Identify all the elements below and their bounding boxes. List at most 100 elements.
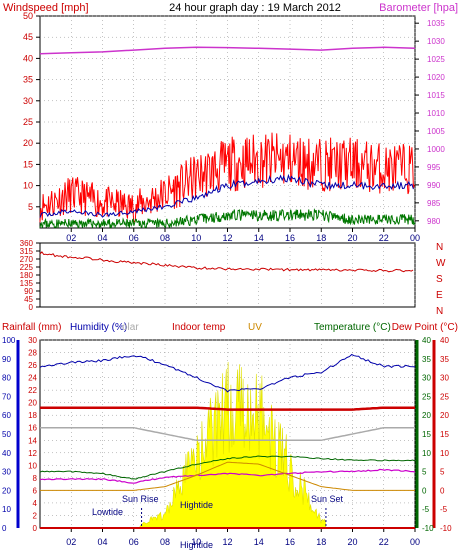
rain-tick-label: 90 bbox=[2, 355, 11, 364]
y2-tick-label: 990 bbox=[427, 181, 441, 190]
dewpoint-tick-label: 25 bbox=[440, 392, 449, 401]
y2-tick-label: 1010 bbox=[427, 109, 445, 118]
humidity-tick-label: 10 bbox=[28, 461, 37, 470]
dewpoint-tick-label: 10 bbox=[440, 449, 449, 458]
y2-tick-label: 1035 bbox=[427, 19, 445, 28]
dewpoint-label: Dew Point (°C) bbox=[392, 322, 458, 333]
y-tick-label: 45 bbox=[23, 32, 33, 42]
direction-tick-label: 135 bbox=[20, 279, 34, 288]
x-tick-label: 12 bbox=[222, 233, 232, 243]
humidity-tick-label: 28 bbox=[28, 349, 37, 358]
solar-label: olar bbox=[122, 322, 139, 333]
direction-tick-label: 360 bbox=[20, 239, 34, 248]
y-tick-label: 25 bbox=[23, 117, 33, 127]
dewpoint-tick-label: -10 bbox=[440, 524, 452, 533]
x-tick-label: 16 bbox=[285, 233, 295, 243]
temperature-tick-label: 10 bbox=[422, 449, 431, 458]
hightide-label: Hightide bbox=[180, 500, 213, 510]
x-tick-label: 18 bbox=[316, 537, 326, 547]
uv-line bbox=[40, 461, 415, 491]
x-tick-label: 04 bbox=[97, 537, 107, 547]
y-tick-label: 5 bbox=[28, 202, 33, 212]
temperature-line bbox=[39, 455, 416, 480]
dewpoint-tick-label: 20 bbox=[440, 411, 449, 420]
dewpoint-line bbox=[39, 468, 416, 484]
y2-tick-label: 995 bbox=[427, 163, 441, 172]
temperature-tick-label: 35 bbox=[422, 355, 431, 364]
x-tick-label: 02 bbox=[66, 233, 76, 243]
humidity-label: Humidity (%) bbox=[70, 322, 127, 333]
x-tick-label: 06 bbox=[129, 233, 139, 243]
x-tick-label: 12 bbox=[222, 537, 232, 547]
rain-tick-label: 70 bbox=[2, 392, 11, 401]
rain-tick-label: 40 bbox=[2, 449, 11, 458]
x-tick-label: 10 bbox=[191, 233, 201, 243]
y2-tick-label: 1005 bbox=[427, 127, 445, 136]
y2-tick-label: 1000 bbox=[427, 145, 445, 154]
indoor-temp-line bbox=[40, 406, 415, 411]
windspeed-label: Windspeed [mph] bbox=[3, 2, 89, 14]
dewpoint-tick-label: 30 bbox=[440, 374, 449, 383]
dewpoint-tick-label: 40 bbox=[440, 336, 449, 345]
indoor-temp-label: Indoor temp bbox=[172, 322, 226, 333]
direction-tick-label: 270 bbox=[20, 255, 34, 264]
temperature-label: Temperature (°C) bbox=[314, 322, 391, 333]
x-tick-label: 00 bbox=[410, 537, 420, 547]
humidity-tick-label: 22 bbox=[28, 386, 37, 395]
humidity-tick-label: 14 bbox=[28, 436, 37, 445]
x-tick-label: 10 bbox=[191, 537, 201, 547]
x-tick-label: 22 bbox=[379, 233, 389, 243]
direction-compass-label: E bbox=[436, 290, 443, 301]
solar-area bbox=[139, 361, 327, 529]
humidity-tick-label: 4 bbox=[33, 499, 38, 508]
temperature-tick-label: 0 bbox=[422, 486, 427, 495]
dewpoint-tick-label: 35 bbox=[440, 355, 449, 364]
dewpoint-tick-label: 0 bbox=[440, 486, 445, 495]
rain-tick-label: 80 bbox=[2, 374, 11, 383]
rain-tick-label: 10 bbox=[2, 505, 11, 514]
x-tick-label: 20 bbox=[347, 537, 357, 547]
y2-tick-label: 1020 bbox=[427, 73, 445, 82]
y2-tick-label: 985 bbox=[427, 199, 441, 208]
direction-tick-label: 0 bbox=[29, 303, 34, 312]
direction-tick-label: 90 bbox=[24, 287, 33, 296]
x-tick-label: 20 bbox=[347, 233, 357, 243]
dewpoint-tick-label: 5 bbox=[440, 468, 445, 477]
x-tick-label: 02 bbox=[66, 537, 76, 547]
y2-tick-label: 1030 bbox=[427, 37, 445, 46]
y-tick-label: 15 bbox=[23, 159, 33, 169]
windspeed-red-line bbox=[39, 132, 415, 224]
solar-line bbox=[40, 426, 415, 442]
direction-compass-label: N bbox=[436, 306, 443, 317]
rain-tick-label: 100 bbox=[2, 336, 16, 345]
rain-tick-label: 60 bbox=[2, 411, 11, 420]
lowtide-label: Lowtide bbox=[92, 507, 123, 517]
humidity-tick-label: 8 bbox=[33, 474, 38, 483]
y-tick-label: 30 bbox=[23, 96, 33, 106]
humidity-tick-label: 24 bbox=[28, 374, 37, 383]
sun-rise-label: Sun Rise bbox=[122, 494, 159, 504]
temperature-tick-label: -10 bbox=[422, 524, 434, 533]
dewpoint-tick-label: 15 bbox=[440, 430, 449, 439]
humidity-tick-label: 16 bbox=[28, 424, 37, 433]
rain-tick-label: 30 bbox=[2, 468, 11, 477]
rain-tick-label: 50 bbox=[2, 430, 11, 439]
x-tick-label: 14 bbox=[254, 233, 264, 243]
x-tick-label: 18 bbox=[316, 233, 326, 243]
temperature-tick-label: 5 bbox=[422, 468, 427, 477]
y-tick-label: 50 bbox=[23, 11, 33, 21]
humidity-tick-label: 26 bbox=[28, 361, 37, 370]
temperature-tick-label: 20 bbox=[422, 411, 431, 420]
barometer-label: Barometer [hpa] bbox=[379, 2, 458, 14]
windspeed-blue-line bbox=[39, 173, 414, 218]
direction-tick-label: 45 bbox=[24, 295, 33, 304]
direction-tick-label: 180 bbox=[20, 271, 34, 280]
humidity-line bbox=[39, 353, 416, 393]
humidity-tick-label: 18 bbox=[28, 411, 37, 420]
y2-tick-label: 1025 bbox=[427, 55, 445, 64]
humidity-tick-label: 12 bbox=[28, 449, 37, 458]
temperature-humidity-panel: 02 04 06 08 10 12 14 16 18 20 22 000102030405060708… bbox=[2, 336, 452, 547]
x-tick-label: 08 bbox=[160, 233, 170, 243]
